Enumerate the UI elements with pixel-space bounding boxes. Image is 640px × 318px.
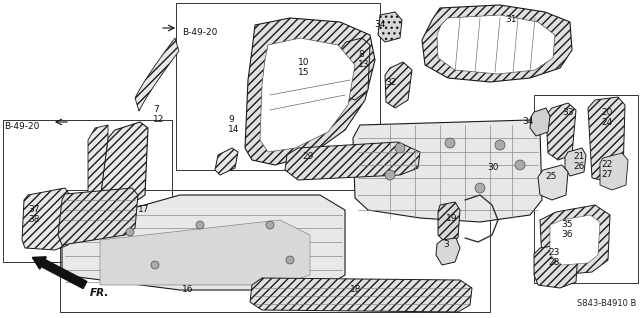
- Polygon shape: [353, 120, 542, 222]
- Bar: [3, 120, 172, 262]
- Polygon shape: [600, 153, 628, 190]
- Text: 18: 18: [350, 285, 362, 294]
- Circle shape: [196, 221, 204, 229]
- Circle shape: [395, 143, 405, 153]
- Polygon shape: [245, 18, 375, 165]
- Text: 30: 30: [487, 163, 499, 172]
- Text: 35
36: 35 36: [561, 220, 573, 239]
- Polygon shape: [438, 202, 460, 242]
- Text: 23
28: 23 28: [548, 248, 559, 267]
- Text: 29: 29: [302, 152, 314, 161]
- Polygon shape: [550, 215, 600, 265]
- Text: 37
38: 37 38: [28, 205, 40, 225]
- Polygon shape: [100, 122, 148, 210]
- Polygon shape: [58, 188, 138, 245]
- Text: 3: 3: [443, 240, 449, 249]
- Polygon shape: [534, 243, 578, 288]
- Polygon shape: [62, 195, 345, 290]
- Polygon shape: [260, 38, 355, 152]
- Polygon shape: [340, 38, 370, 100]
- Polygon shape: [546, 103, 576, 160]
- Circle shape: [286, 256, 294, 264]
- Polygon shape: [385, 62, 412, 108]
- Text: 9
14: 9 14: [228, 115, 239, 135]
- Circle shape: [445, 138, 455, 148]
- Text: 25: 25: [545, 172, 556, 181]
- Polygon shape: [135, 38, 179, 111]
- Text: 34: 34: [374, 20, 385, 29]
- FancyArrow shape: [33, 257, 87, 288]
- Polygon shape: [215, 148, 238, 175]
- Text: 31: 31: [505, 15, 516, 24]
- Bar: [176, 3, 380, 170]
- Bar: [534, 95, 638, 283]
- Polygon shape: [565, 148, 586, 176]
- Polygon shape: [538, 165, 568, 200]
- Polygon shape: [285, 142, 420, 180]
- Polygon shape: [436, 238, 460, 265]
- Text: 7
12: 7 12: [153, 105, 164, 124]
- Circle shape: [385, 170, 395, 180]
- Text: 22
27: 22 27: [601, 160, 612, 179]
- Text: 33: 33: [562, 108, 573, 117]
- Text: 19: 19: [446, 214, 458, 223]
- Text: 20
24: 20 24: [601, 108, 612, 128]
- Polygon shape: [540, 205, 610, 275]
- Text: S843-B4910 B: S843-B4910 B: [577, 299, 636, 308]
- Polygon shape: [22, 188, 70, 250]
- Circle shape: [475, 183, 485, 193]
- Polygon shape: [378, 12, 402, 42]
- Circle shape: [495, 140, 505, 150]
- Polygon shape: [250, 278, 472, 312]
- Text: 21
26: 21 26: [573, 152, 584, 171]
- Text: 16: 16: [182, 285, 193, 294]
- Circle shape: [266, 221, 274, 229]
- Circle shape: [126, 228, 134, 236]
- Text: 32: 32: [385, 78, 396, 87]
- Circle shape: [151, 261, 159, 269]
- Text: 8
13: 8 13: [358, 50, 369, 69]
- Polygon shape: [422, 5, 572, 82]
- Polygon shape: [588, 97, 625, 182]
- Polygon shape: [100, 220, 310, 285]
- Polygon shape: [437, 15, 555, 74]
- Text: B-49-20: B-49-20: [4, 122, 40, 131]
- Polygon shape: [88, 125, 108, 200]
- Circle shape: [515, 160, 525, 170]
- Text: FR.: FR.: [90, 288, 109, 298]
- Text: B-49-20: B-49-20: [182, 28, 218, 37]
- Text: 17: 17: [138, 205, 150, 214]
- Polygon shape: [530, 108, 550, 136]
- Bar: [60, 190, 490, 312]
- Text: 10
15: 10 15: [298, 58, 310, 77]
- Text: 34: 34: [522, 117, 533, 126]
